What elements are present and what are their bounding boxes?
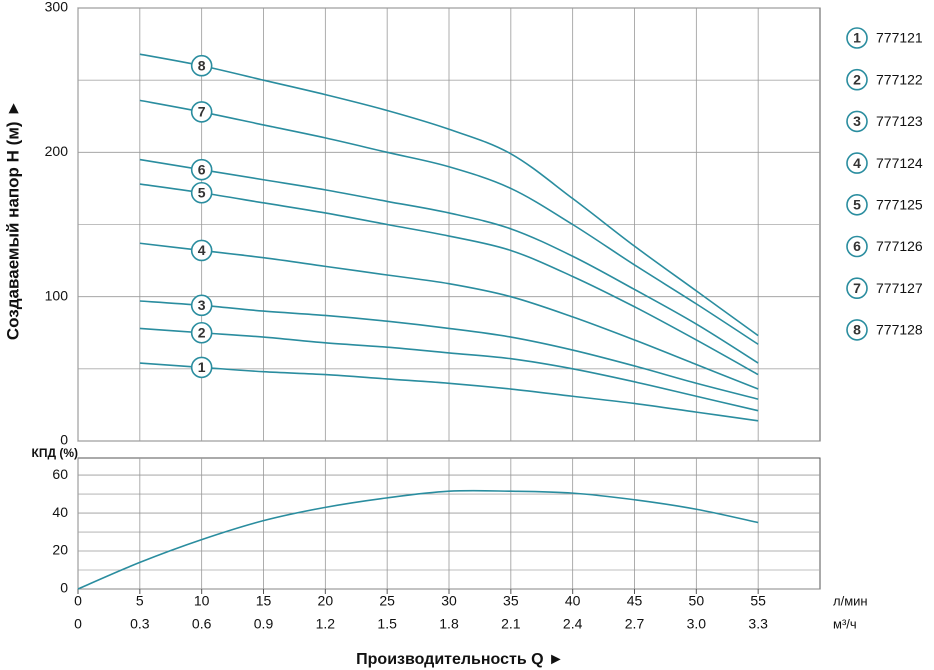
x2-tick-label: 0 [74, 616, 82, 632]
legend-marker-label: 7 [853, 280, 861, 296]
x2-tick-label: 3.3 [748, 616, 768, 632]
curve-marker-label: 6 [198, 161, 206, 177]
legend-label: 777123 [876, 113, 923, 129]
legend-marker [846, 194, 868, 216]
y-tick-label: 100 [45, 287, 69, 303]
curve-marker-label: 5 [198, 184, 206, 200]
legend-label: 777128 [876, 322, 923, 338]
curve [77, 489, 759, 590]
x-axis-label: Производительность Q ► [356, 651, 564, 668]
curve-marker [190, 294, 213, 317]
x-tick-label: 50 [689, 593, 705, 609]
legend-marker [846, 68, 868, 91]
curve [139, 242, 759, 390]
x2-tick-label: 3.0 [687, 616, 707, 632]
curve-marker-label: 4 [198, 242, 206, 258]
x2-tick-label: 1.8 [439, 616, 459, 632]
x2-tick-label: 2.4 [563, 616, 583, 632]
curve-marker-label: 8 [198, 57, 206, 73]
x-tick-label: 45 [627, 593, 643, 609]
x2-tick-label: 0.6 [192, 616, 212, 632]
x-tick-label: 10 [194, 593, 210, 609]
y-tick-label: 40 [52, 504, 68, 520]
x-tick-label: 35 [503, 593, 519, 609]
x2-tick-label: 2.1 [501, 616, 521, 632]
y-tick-label: 300 [45, 0, 69, 15]
legend-label: 777121 [876, 30, 923, 46]
x-tick-label: 5 [136, 593, 144, 609]
curve [139, 183, 759, 376]
x-tick-label: 25 [379, 593, 395, 609]
x-tick-label: 55 [750, 593, 766, 609]
curve-marker [190, 101, 213, 123]
x-tick-label: 20 [318, 593, 334, 609]
legend-marker-label: 5 [853, 197, 861, 213]
legend-marker [846, 319, 868, 341]
y-tick-label: 0 [60, 580, 68, 596]
x-unit-label: л/мин [833, 593, 868, 608]
y-tick-label: 60 [52, 466, 68, 482]
curve [139, 327, 759, 412]
curve-marker-label: 1 [198, 359, 206, 375]
legend-label: 777124 [876, 155, 923, 171]
curve [139, 362, 759, 422]
x-tick-label: 0 [74, 593, 82, 609]
y-tick-label: 0 [60, 432, 68, 448]
legend-marker-label: 3 [853, 113, 861, 129]
curve-marker [190, 54, 213, 77]
x2-tick-label: 2.7 [625, 616, 645, 632]
curve [139, 158, 759, 364]
curve [139, 53, 759, 337]
y-axis-label: Создаваемый напор H (м) ► [3, 100, 22, 340]
legend-label: 777125 [876, 197, 923, 213]
x2-tick-label: 1.2 [316, 616, 336, 632]
curve [139, 99, 759, 345]
y-tick-label: 200 [45, 143, 69, 159]
x2-tick-label: 1.5 [377, 616, 397, 632]
curve-marker [190, 158, 213, 181]
legend-marker [846, 235, 868, 258]
legend-marker-label: 1 [853, 30, 861, 46]
y-tick-label: 20 [52, 542, 68, 558]
legend-marker-label: 4 [853, 155, 861, 171]
curve [139, 300, 759, 400]
x2-unit-label: м³/ч [833, 616, 857, 631]
legend-marker-label: 2 [853, 71, 861, 87]
x2-tick-label: 0.3 [130, 616, 150, 632]
legend-label: 777127 [876, 280, 923, 296]
legend-marker [846, 152, 868, 174]
legend-marker [846, 277, 868, 300]
curve-marker-label: 3 [198, 297, 206, 313]
y-axis-label: КПД (%) [32, 446, 79, 460]
x-tick-label: 40 [565, 593, 581, 609]
curve-marker [190, 181, 213, 204]
x2-tick-label: 0.9 [254, 616, 274, 632]
x-tick-label: 15 [256, 593, 272, 609]
legend-label: 777126 [876, 238, 923, 254]
legend-marker-label: 6 [853, 238, 861, 254]
curve-marker [190, 321, 213, 344]
curve-marker [190, 239, 213, 262]
curve-marker [190, 356, 213, 379]
legend-marker [846, 110, 868, 133]
legend-marker-label: 8 [853, 322, 861, 338]
legend-marker [846, 27, 868, 49]
x-tick-label: 30 [441, 593, 457, 609]
curve-marker-label: 2 [198, 324, 206, 340]
legend-label: 777122 [876, 71, 923, 87]
curve-marker-label: 7 [198, 104, 206, 120]
